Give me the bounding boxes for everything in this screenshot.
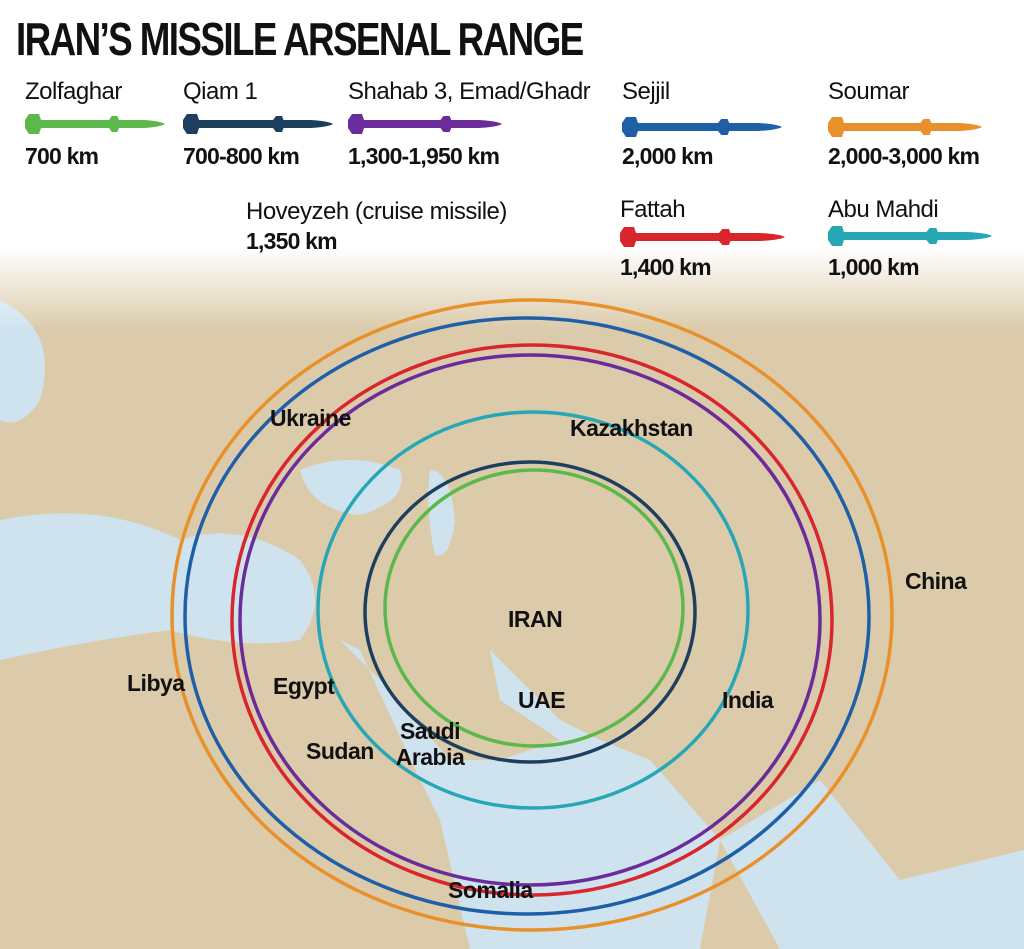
place-label: Ukraine: [270, 405, 351, 431]
range-ring: [170, 298, 894, 932]
range-ring: [183, 316, 871, 916]
missile-range: 700-800 km: [183, 143, 300, 169]
title: IRAN’S MISSILE ARSENAL RANGE: [16, 13, 584, 65]
missile-icon: [183, 114, 333, 134]
missile-icon: [622, 117, 782, 137]
place-label: Sudan: [306, 738, 374, 764]
missile-name: Abu Mahdi: [828, 196, 939, 223]
missile-icon: [828, 117, 982, 137]
missile-icon: [348, 114, 502, 134]
place-label: Kazakhstan: [570, 415, 693, 441]
missile-range: 1,400 km: [620, 254, 712, 280]
missile-range: 1,300-1,950 km: [348, 143, 500, 169]
range-ring: [230, 343, 834, 897]
missile-range: 1,000 km: [828, 254, 920, 280]
missile-icon: [828, 226, 992, 246]
missile-name: Qiam 1: [183, 78, 258, 105]
place-label: China: [905, 568, 967, 594]
place-label: Saudi Arabia: [395, 718, 465, 770]
missile-range: 2,000 km: [622, 143, 714, 169]
missile-icon: [620, 227, 785, 247]
missile-range: 2,000-3,000 km: [828, 143, 980, 169]
place-label: India: [722, 687, 774, 713]
range-rings: [170, 298, 894, 932]
range-ring: [363, 460, 697, 764]
missile-name: Fattah: [620, 196, 686, 223]
place-label: Libya: [127, 670, 185, 696]
missile-icon: [25, 114, 165, 134]
missile-name: Hoveyzeh (cruise missile): [246, 198, 507, 225]
place-label: Egypt: [273, 673, 335, 699]
place-label: UAE: [518, 687, 566, 713]
missile-name: Zolfaghar: [25, 78, 122, 105]
range-ring: [316, 410, 750, 810]
missile-name: Soumar: [828, 78, 910, 105]
place-label: Somalia: [448, 877, 533, 903]
range-ring: [238, 353, 822, 887]
place-label: IRAN: [508, 606, 563, 632]
missile-name: Sejjil: [622, 78, 670, 105]
range-ring: [383, 468, 685, 748]
missile-range: 700 km: [25, 143, 99, 169]
missile-name: Shahab 3, Emad/Ghadr: [348, 78, 591, 105]
missile-range: 1,350 km: [246, 228, 338, 254]
missile-icons: [25, 114, 992, 247]
